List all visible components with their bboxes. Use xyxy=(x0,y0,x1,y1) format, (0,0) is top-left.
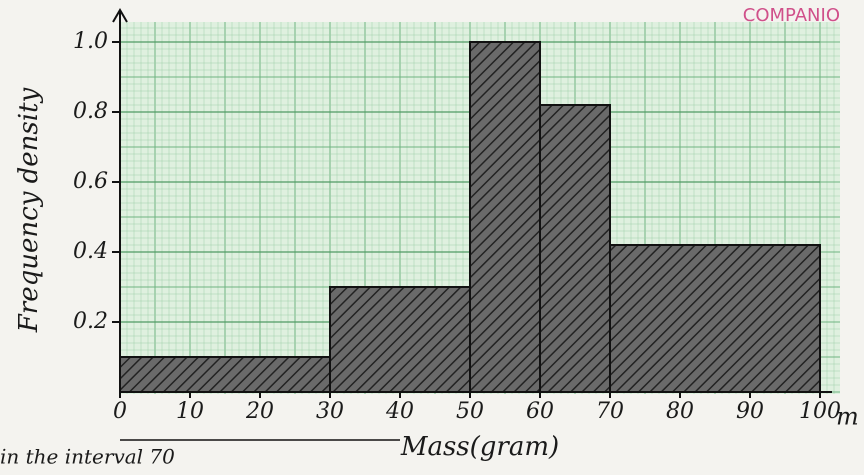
bar xyxy=(609,244,821,393)
y-axis-label: Frequency density xyxy=(14,87,44,333)
bar xyxy=(119,356,331,393)
bar xyxy=(329,286,471,393)
x-tick-label: 50 xyxy=(456,399,484,424)
x-tick-label: 90 xyxy=(736,399,764,424)
y-tick-label: 1.0 xyxy=(73,29,108,54)
x-tick-label: 100 xyxy=(799,399,841,424)
y-tick-label: 0.4 xyxy=(73,239,108,264)
x-tick-label: 0 xyxy=(113,399,127,424)
x-tick-label: 30 xyxy=(316,399,344,424)
x-tick-label: 60 xyxy=(526,399,554,424)
bar xyxy=(469,41,541,393)
y-tick-label: 0.6 xyxy=(73,169,108,194)
brand: COMPANIO xyxy=(743,5,840,26)
x-tick-label: 10 xyxy=(176,399,204,424)
x-tick-label: 20 xyxy=(245,399,274,424)
y-tick-label: 0.2 xyxy=(73,309,108,334)
x-unit: m xyxy=(836,403,859,431)
y-tick-label: 0.8 xyxy=(73,99,108,124)
y-axis-arrow xyxy=(112,8,128,23)
x-axis-label: Mass(gram) xyxy=(400,432,559,462)
bar xyxy=(539,104,611,393)
x-tick-label: 40 xyxy=(385,399,414,424)
x-tick-label: 80 xyxy=(666,399,694,424)
note: in the interval 70 xyxy=(0,445,175,469)
x-tick-label: 70 xyxy=(596,399,624,424)
